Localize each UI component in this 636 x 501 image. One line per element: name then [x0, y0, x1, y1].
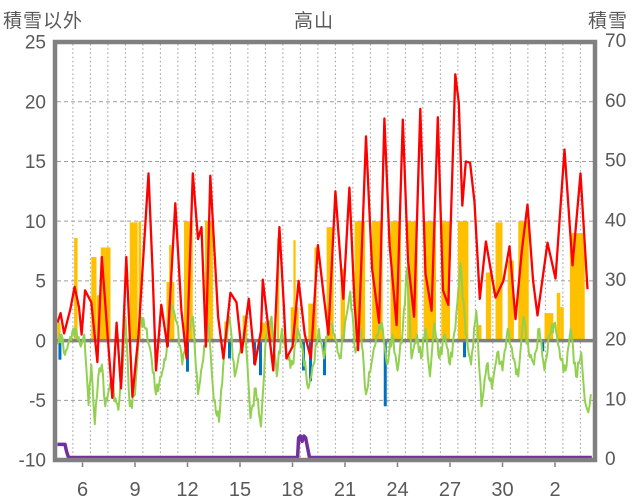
sunshine-bar [129, 222, 138, 341]
sunshine-bar [340, 268, 345, 341]
x-axis-tick-label: 21 [334, 479, 356, 501]
left-axis-title: 積雪以外 [3, 11, 84, 32]
sunshine-bar [277, 237, 280, 341]
right-axis-tick-label: 40 [605, 210, 626, 231]
sunshine-bar [441, 221, 450, 341]
plot-area [57, 44, 593, 458]
right-axis-tick-label: 20 [605, 330, 626, 351]
right-axis-title: 積雪 [588, 11, 629, 32]
plot-frame [52, 39, 598, 463]
sunshine-bar [205, 221, 213, 341]
right-axis-tick-label: 50 [605, 151, 626, 172]
precip-bar [383, 340, 387, 407]
left-axis-tick-label: 10 [25, 212, 46, 233]
left-axis-tick-label: 5 [35, 272, 46, 293]
x-axis-tick-label: 12 [176, 479, 198, 501]
red-line [57, 73, 589, 400]
sunshine-bar [556, 292, 561, 341]
x-axis-tick-label: 30 [491, 479, 513, 501]
sunshine-bar [293, 240, 296, 341]
precip-bar [258, 340, 262, 376]
sunshine-bar [560, 307, 564, 341]
x-axis-tick-label: 15 [229, 479, 251, 501]
x-axis-ticks: 6 9 12 15 18 21 24 27 30 2 [77, 462, 561, 501]
left-axis-tick-label: 15 [25, 152, 46, 173]
left-axis-tick-label: 20 [25, 92, 46, 113]
precip-bar [541, 340, 545, 352]
sunshine-bar [457, 221, 469, 341]
right-axis-tick-label: 10 [605, 389, 626, 410]
sunshine-bar [57, 322, 61, 341]
chart-title: 高山 [294, 11, 335, 32]
sunshine-bar [372, 221, 383, 341]
precip-bar [58, 340, 62, 360]
sunshine-bar [91, 257, 97, 341]
x-axis-tick-label: 2 [549, 479, 560, 501]
sunshine-bar [407, 221, 418, 341]
sunshine-bar [476, 325, 482, 341]
left-axis-tick-label: 25 [25, 33, 46, 54]
precip-bar [463, 340, 467, 358]
sunshine-bar [390, 221, 401, 341]
sunshine-bar [507, 260, 514, 341]
x-axis-tick-label: 9 [129, 479, 140, 501]
left-axis-tick-label: -5 [29, 391, 46, 412]
precip-bar [228, 340, 231, 359]
left-axis-tick-label: 0 [35, 331, 46, 352]
sunshine-bar [544, 313, 554, 341]
sunshine-bars [57, 221, 585, 341]
right-axis-tick-label: 70 [605, 31, 626, 52]
left-axis-ticks: 25 20 15 10 5 0 -5 -10 [19, 33, 46, 472]
sunshine-bar [138, 221, 142, 341]
x-axis-tick-label: 24 [386, 479, 408, 501]
left-axis-tick-label: -10 [19, 451, 46, 472]
right-axis-ticks: 70 60 50 40 30 20 10 0 [605, 31, 626, 470]
x-axis-tick-label: 18 [281, 479, 303, 501]
sunshine-bar [485, 272, 492, 341]
right-axis-tick-label: 0 [605, 449, 616, 470]
sunshine-bar [495, 222, 503, 341]
right-axis-tick-label: 60 [605, 91, 626, 112]
x-axis-tick-label: 6 [77, 479, 88, 501]
green-line [57, 262, 592, 428]
sunshine-bar [518, 221, 529, 341]
right-axis-tick-label: 30 [605, 270, 626, 291]
precip-bar [309, 340, 313, 382]
snow-depth-line [57, 434, 592, 458]
x-axis-tick-label: 27 [439, 479, 461, 501]
